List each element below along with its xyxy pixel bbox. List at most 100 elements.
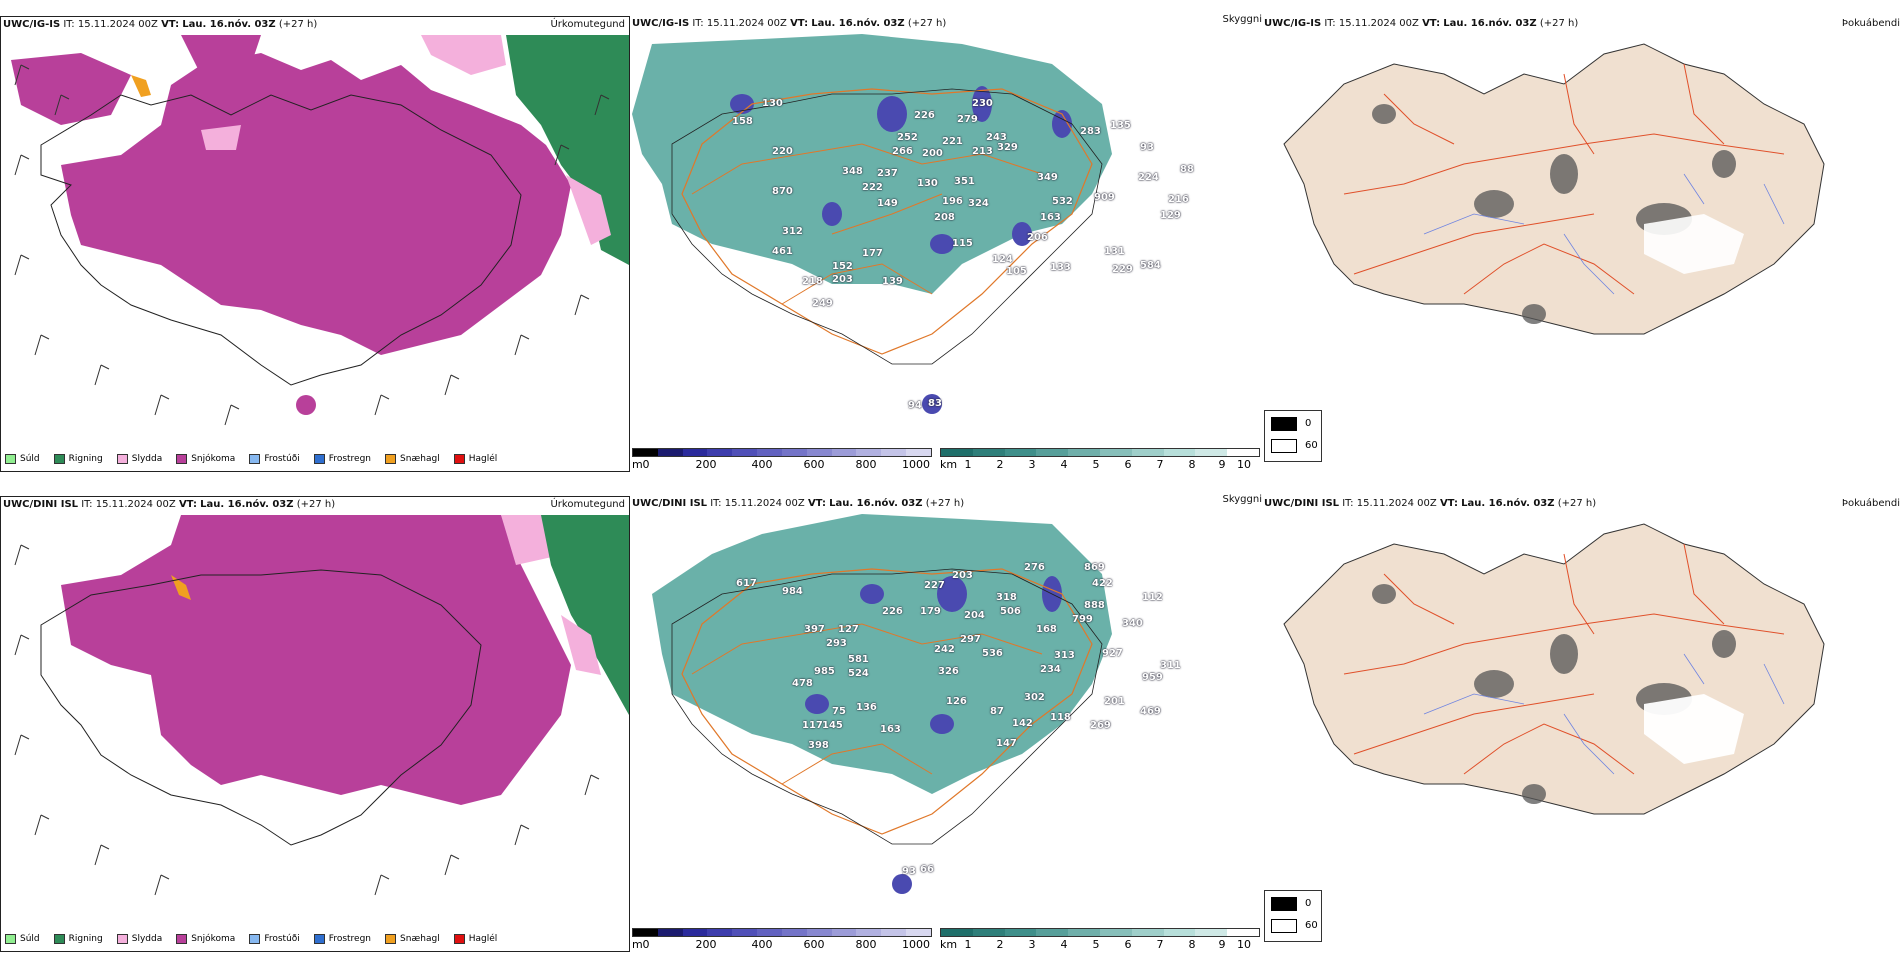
fog-legend: 0 60 (1264, 890, 1322, 942)
cloud-base-colorbar: m 0 200 400 600 800 1000 (632, 928, 932, 952)
cloud-value: 297 (960, 634, 981, 645)
cloud-value: 283 (1080, 126, 1101, 137)
legend-item-rain: Rigning (53, 454, 103, 464)
cloud-value: 126 (946, 696, 967, 707)
cloud-value: 351 (954, 176, 975, 187)
cloud-value: 799 (1072, 614, 1093, 625)
cloud-value: 131 (1104, 246, 1125, 257)
cloud-value: 302 (1024, 692, 1045, 703)
cloud-value: 469 (1140, 706, 1161, 717)
legend-item-sleet: Slydda (116, 454, 162, 464)
cloud-value: 142 (1012, 718, 1033, 729)
legend-item-snow-pellets: Snæhagl (385, 454, 440, 464)
visibility-ticks: km 1 2 3 4 5 6 7 8 9 10 (940, 458, 1251, 471)
cloud-value: 242 (934, 644, 955, 655)
cloud-base-bar (632, 448, 932, 457)
cloud-value: 88 (1180, 164, 1194, 175)
cloud-value: 276 (1024, 562, 1045, 573)
cloud-value: 129 (1160, 210, 1181, 221)
cloud-value: 112 (1142, 592, 1163, 603)
cloud-value: 984 (782, 586, 803, 597)
cloud-value: 136 (856, 702, 877, 713)
cloud-value: 329 (997, 142, 1018, 153)
cloud-value: 927 (1102, 648, 1123, 659)
cloud-value: 118 (1050, 712, 1071, 723)
cloud-value: 145 (822, 720, 843, 731)
cloud-value: 524 (848, 668, 869, 679)
legend-item-hail: Haglél (453, 934, 497, 944)
precip-map (1, 35, 629, 445)
legend-item-sleet: Slydda (116, 934, 162, 944)
cloud-value: 279 (957, 114, 978, 125)
panel-header: UWC/DINI ISL IT: 15.11.2024 00Z VT: Lau.… (1264, 498, 1597, 509)
legend-item-snow-pellets: Snæhagl (385, 934, 440, 944)
cloud-value: 94 (908, 400, 922, 411)
cloud-value: 234 (1040, 664, 1061, 675)
cloud-value: 293 (826, 638, 847, 649)
cloud-value: 203 (952, 570, 973, 581)
panel-header: UWC/DINI ISL IT: 15.11.2024 00Z VT: Lau.… (3, 499, 336, 510)
legend-item-snow: Snjókoma (176, 934, 235, 944)
cloud-value: 985 (814, 666, 835, 677)
panel-header: UWC/IG-IS IT: 15.11.2024 00Z VT: Lau. 16… (1264, 18, 1579, 29)
cloud-value: 581 (848, 654, 869, 665)
fog-legend-swatch-0 (1271, 417, 1297, 431)
cloud-value: 312 (782, 226, 803, 237)
cloud-value: 888 (1084, 600, 1105, 611)
fog-title: Þokuábendi (1841, 498, 1900, 509)
cloud-map (632, 34, 1112, 414)
visibility-bar (940, 928, 1260, 937)
fog-legend: 0 60 (1264, 410, 1322, 462)
cloud-value: 203 (832, 274, 853, 285)
cloud-value: 870 (772, 186, 793, 197)
cloud-value: 196 (942, 196, 963, 207)
cloud-visibility-panel: UWC/IG-IS IT: 15.11.2024 00Z VT: Lau. 16… (632, 14, 1262, 472)
panel-header: UWC/DINI ISL IT: 15.11.2024 00Z VT: Lau.… (632, 498, 965, 509)
cloud-title: Skyggni (1222, 14, 1262, 25)
cloud-value: 117 (802, 720, 823, 731)
cloud-base-colorbar: m 0 200 400 600 800 1000 (632, 448, 932, 472)
cloud-value: 163 (880, 724, 901, 735)
cloud-value: 220 (772, 146, 793, 157)
cloud-value: 213 (972, 146, 993, 157)
panel-header: UWC/IG-IS IT: 15.11.2024 00Z VT: Lau. 16… (632, 18, 947, 29)
cloud-value: 158 (732, 116, 753, 127)
cloud-value: 237 (877, 168, 898, 179)
cloud-value: 204 (964, 610, 985, 621)
cloud-value: 311 (1160, 660, 1181, 671)
cloud-map (652, 514, 1112, 894)
legend-item-freezing-drizzle: Frostúði (249, 934, 300, 944)
cloud-value: 313 (1054, 650, 1075, 661)
visibility-bar (940, 448, 1260, 457)
cloud-value: 422 (1092, 578, 1113, 589)
cloud-value: 266 (892, 146, 913, 157)
cloud-value: 536 (982, 648, 1003, 659)
cloud-value: 83 (928, 398, 942, 409)
fog-index-panel: UWC/DINI ISL IT: 15.11.2024 00Z VT: Lau.… (1264, 496, 1900, 952)
precip-title: Úrkomutegund (550, 499, 625, 510)
fog-legend-swatch-60 (1271, 439, 1297, 453)
cloud-value: 200 (922, 148, 943, 159)
cloud-value: 75 (832, 706, 846, 717)
panel-header: UWC/IG-IS IT: 15.11.2024 00Z VT: Lau. 16… (3, 19, 318, 30)
row-dini-isl: UWC/DINI ISL IT: 15.11.2024 00Z VT: Lau.… (0, 490, 1900, 955)
legend-item-drizzle: Súld (5, 934, 40, 944)
visibility-ticks: km 1 2 3 4 5 6 7 8 9 10 (940, 938, 1251, 951)
legend-item-freezing-drizzle: Frostúði (249, 454, 300, 464)
fog-index-panel: UWC/IG-IS IT: 15.11.2024 00Z VT: Lau. 16… (1264, 16, 1900, 472)
visibility-colorbar: km 1 2 3 4 5 6 7 8 9 10 (940, 448, 1260, 472)
cloud-value: 177 (862, 248, 883, 259)
fog-title: Þokuábendi (1841, 18, 1900, 29)
cloud-value: 326 (938, 666, 959, 677)
cloud-value: 584 (1140, 260, 1161, 271)
cloud-value: 478 (792, 678, 813, 689)
cloud-value: 115 (952, 238, 973, 249)
cloud-value: 869 (1084, 562, 1105, 573)
fog-legend-swatch-60 (1271, 919, 1297, 933)
fog-legend-swatch-0 (1271, 897, 1297, 911)
cloud-value: 461 (772, 246, 793, 257)
cloud-value: 398 (808, 740, 829, 751)
cloud-value: 130 (917, 178, 938, 189)
row-ig-is: UWC/IG-IS IT: 15.11.2024 00Z VT: Lau. 16… (0, 10, 1900, 475)
cloud-value: 226 (914, 110, 935, 121)
